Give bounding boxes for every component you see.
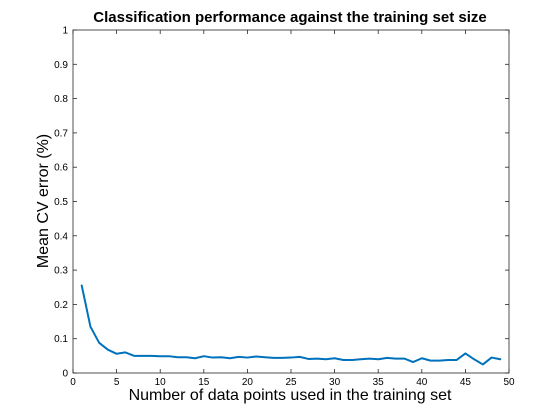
y-tick-label: 0.5 <box>54 197 68 208</box>
x-tick-label: 45 <box>460 377 472 388</box>
y-tick-label: 0.1 <box>54 334 68 345</box>
x-axis-label: Number of data points used in the traini… <box>129 387 452 404</box>
x-tick-label: 0 <box>70 377 76 388</box>
y-tick-label: 0.8 <box>54 94 68 105</box>
plot-area-frame <box>72 29 510 374</box>
y-tick-label: 1 <box>62 26 68 37</box>
x-tick-label: 35 <box>373 377 385 388</box>
chart-title: Classification performance against the t… <box>93 9 486 26</box>
y-axis: 0 0.1 0.2 0.3 0.4 0.5 0.6 0.7 0.8 0.9 1 <box>54 26 509 380</box>
y-axis-label: Mean CV error (%) <box>35 134 52 268</box>
x-tick-label: 25 <box>285 377 297 388</box>
x-tick-label: 20 <box>242 377 254 388</box>
x-tick-label: 15 <box>198 377 210 388</box>
y-tick-label: 0.7 <box>54 128 68 139</box>
y-tick-label: 0 <box>62 369 68 380</box>
x-tick-label: 40 <box>416 377 428 388</box>
y-tick-label: 0.2 <box>54 300 68 311</box>
series-line-0 <box>80 284 502 366</box>
y-tick-label: 0.9 <box>54 60 68 71</box>
x-tick-label: 5 <box>114 377 120 388</box>
y-tick-label: 0.3 <box>54 266 68 277</box>
x-tick-label: 50 <box>503 377 515 388</box>
x-tick-label: 10 <box>155 377 167 388</box>
y-tick-label: 0.4 <box>54 231 68 242</box>
x-axis: 0 5 10 15 20 25 30 35 40 45 50 <box>70 30 515 388</box>
y-tick-label: 0.6 <box>54 163 68 174</box>
x-tick-label: 30 <box>329 377 341 388</box>
series-layer <box>80 284 502 366</box>
